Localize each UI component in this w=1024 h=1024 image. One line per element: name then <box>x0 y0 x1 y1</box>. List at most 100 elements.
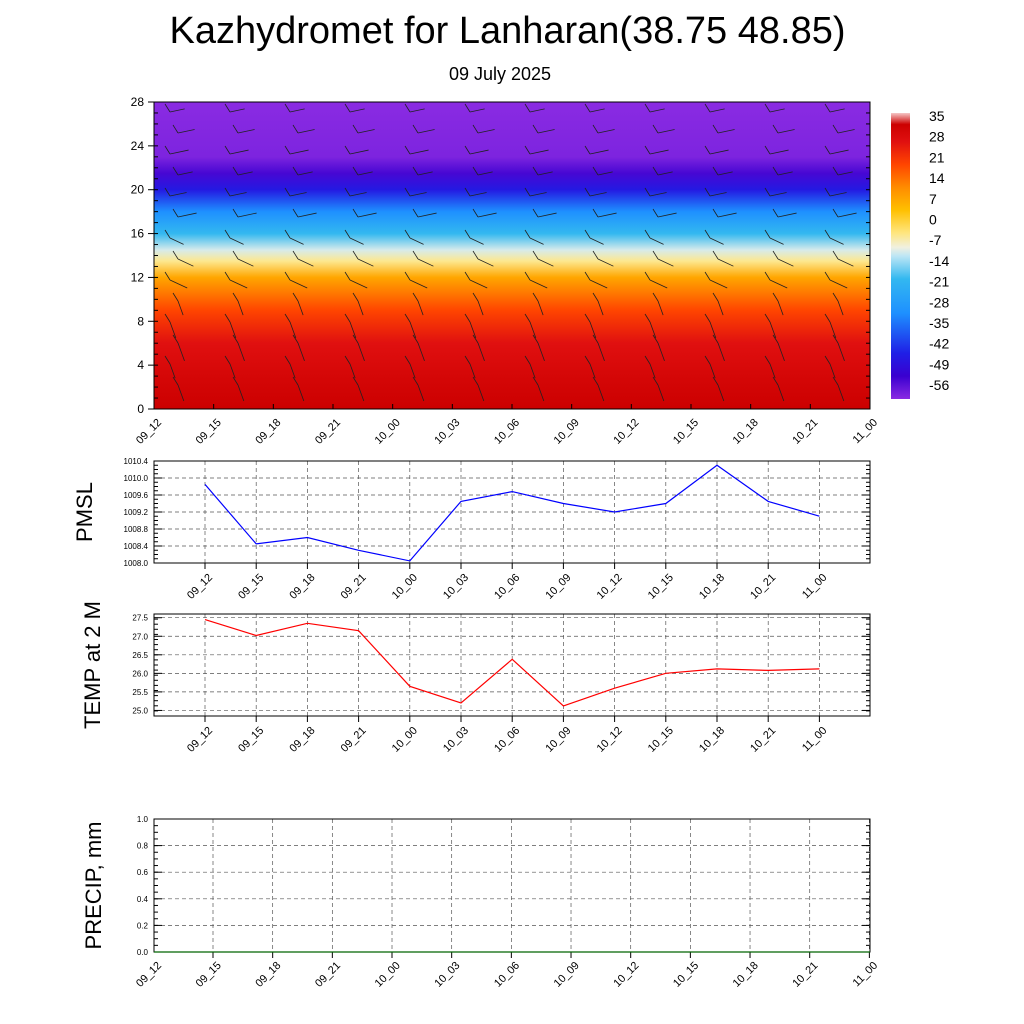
wind-barb <box>297 342 305 361</box>
y-tick-label: 1010.4 <box>124 457 149 466</box>
wind-barb-flag <box>652 124 659 134</box>
wind-barbs <box>164 103 857 402</box>
x-tick-label: 09_21 <box>339 725 369 755</box>
wind-barb <box>769 321 777 339</box>
wind-barb-flag <box>292 166 299 176</box>
x-tick-label: 10_18 <box>697 725 727 755</box>
wind-barb <box>417 212 437 218</box>
heatmap-x-tick-label: 09_21 <box>313 417 343 447</box>
wind-barb-flag <box>824 187 831 197</box>
x-tick-label: 11_00 <box>800 725 830 755</box>
wind-barb-flag <box>472 292 479 302</box>
wind-barb-flag <box>764 355 771 365</box>
wind-barb-flag <box>284 229 291 239</box>
wind-barb-flag <box>224 313 231 323</box>
wind-barb-flag <box>224 103 231 113</box>
chart-title: Kazhydromet for Lanharan(38.75 48.85) <box>169 10 846 52</box>
wind-barb-flag <box>652 250 659 260</box>
wind-barb-flag <box>404 229 411 239</box>
wind-barb-flag <box>464 271 471 281</box>
y-tick-label: 25.0 <box>132 706 148 715</box>
wind-barb-flag <box>224 145 231 155</box>
wind-barb <box>597 258 614 267</box>
x-tick-label: 09_12 <box>185 725 215 755</box>
x-tick-label: 10_06 <box>492 960 522 990</box>
colorbar-label: 0 <box>929 212 937 228</box>
wind-barb-flag <box>592 124 599 134</box>
wind-barb <box>709 237 724 245</box>
wind-barb-flag <box>644 229 651 239</box>
wind-barb <box>289 321 297 339</box>
wind-barb-flag <box>524 145 531 155</box>
wind-barb <box>777 384 785 402</box>
wind-barb <box>357 212 377 218</box>
wind-barb-flag <box>344 355 351 365</box>
wind-barb-flag <box>224 229 231 239</box>
wind-barb <box>529 192 547 197</box>
wind-barb-flag <box>712 292 719 302</box>
wind-barb <box>469 237 484 245</box>
wind-barb-flag <box>352 250 359 260</box>
wind-barb-flag <box>832 208 839 218</box>
wind-barb <box>837 384 845 402</box>
wind-barb <box>657 258 674 267</box>
wind-barb-flag <box>532 376 539 386</box>
wind-barb-flag <box>704 103 711 113</box>
wind-barb-flag <box>472 376 479 386</box>
wind-barb <box>709 192 727 197</box>
x-tick-label: 11_00 <box>851 960 881 990</box>
wind-barb-flag <box>584 313 591 323</box>
wind-barb <box>769 192 787 197</box>
wind-barb <box>537 300 544 316</box>
wind-barb-flag <box>532 124 539 134</box>
wind-barb <box>717 258 734 267</box>
wind-barb <box>229 108 245 113</box>
wind-barb <box>169 321 177 339</box>
colorbar-label: -14 <box>929 253 949 269</box>
x-tick-label: 10_18 <box>731 960 761 990</box>
wind-barb-flag <box>412 292 419 302</box>
wind-barb <box>537 384 545 402</box>
wind-barb <box>777 212 797 218</box>
y-tick-label: 1.0 <box>137 815 149 824</box>
colorbar-label: 35 <box>929 108 945 124</box>
wind-barb <box>837 129 855 134</box>
wind-barb-flag <box>404 271 411 281</box>
wind-barb <box>657 129 675 134</box>
wind-barb <box>589 279 608 289</box>
wind-barb <box>169 237 184 245</box>
y-tick-label: 0.6 <box>137 868 149 877</box>
wind-barb <box>777 258 794 267</box>
panel-frame <box>153 613 871 717</box>
y-axis-label: TEMP at 2 M <box>80 601 105 729</box>
wind-barb <box>829 321 837 339</box>
wind-barb <box>769 149 789 155</box>
wind-barb <box>477 342 485 361</box>
wind-barb <box>289 363 296 379</box>
wind-barb-flag <box>164 355 171 365</box>
wind-barb <box>649 279 668 289</box>
wind-barb-flag <box>284 313 291 323</box>
wind-barb-flag <box>824 271 831 281</box>
wind-barb-flag <box>832 334 839 344</box>
x-tick-label: 10_03 <box>441 572 471 602</box>
wind-barb <box>237 129 255 134</box>
wind-barb-flag <box>652 166 659 176</box>
wind-barb-flag <box>712 376 719 386</box>
wind-barb <box>177 342 185 361</box>
wind-barb-flag <box>592 250 599 260</box>
wind-barb-flag <box>352 124 359 134</box>
wind-barb <box>477 212 497 218</box>
x-tick-label: 09_21 <box>313 960 343 990</box>
wind-barb-flag <box>764 271 771 281</box>
wind-barb <box>477 258 494 267</box>
wind-barb-flag <box>584 271 591 281</box>
wind-barb <box>529 363 536 379</box>
y-tick-label: 1009.6 <box>124 491 149 500</box>
wind-barb <box>529 108 545 113</box>
wind-barb-flag <box>824 229 831 239</box>
wind-barb <box>589 192 607 197</box>
wind-barb <box>709 108 725 113</box>
wind-barb-flag <box>172 376 179 386</box>
wind-barb-flag <box>592 208 599 218</box>
